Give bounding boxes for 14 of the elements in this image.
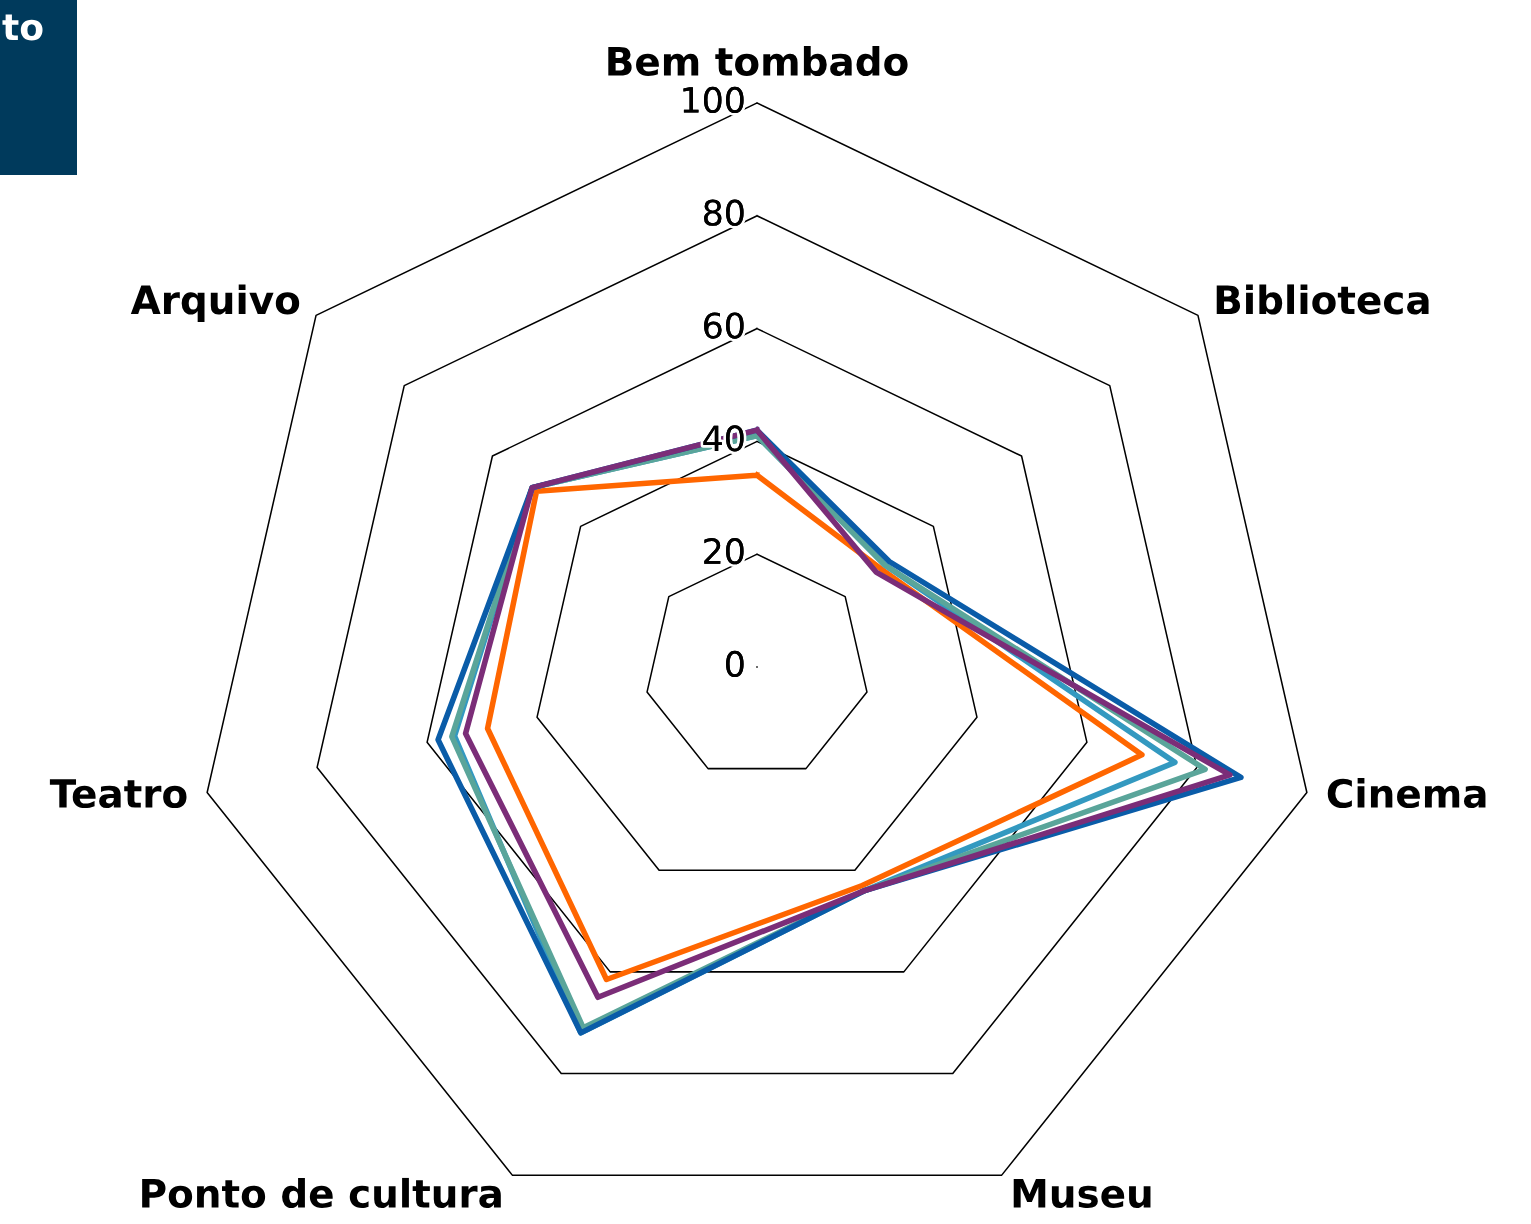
y-tick-label: 60 [704, 312, 744, 339]
text: to [2, 14, 43, 41]
spoke-label: Biblioteca [1216, 284, 1429, 315]
y-tick-label: 40 [703, 425, 744, 452]
spoke-label: Arquivo [130, 284, 300, 323]
y-tick-label: 80 [704, 199, 744, 226]
y-tick-label: 20 [704, 538, 744, 565]
spoke-label: Ponto de cultura [142, 1177, 501, 1209]
spoke-label: Museu [1013, 1179, 1151, 1209]
y-tick-label: 100 [683, 86, 744, 114]
spoke-label: Teatro [49, 779, 187, 809]
y-tick-label: 0 [726, 650, 744, 678]
spoke-label: Bem tombado [608, 45, 908, 77]
spoke-label: Cinema [1327, 778, 1486, 809]
